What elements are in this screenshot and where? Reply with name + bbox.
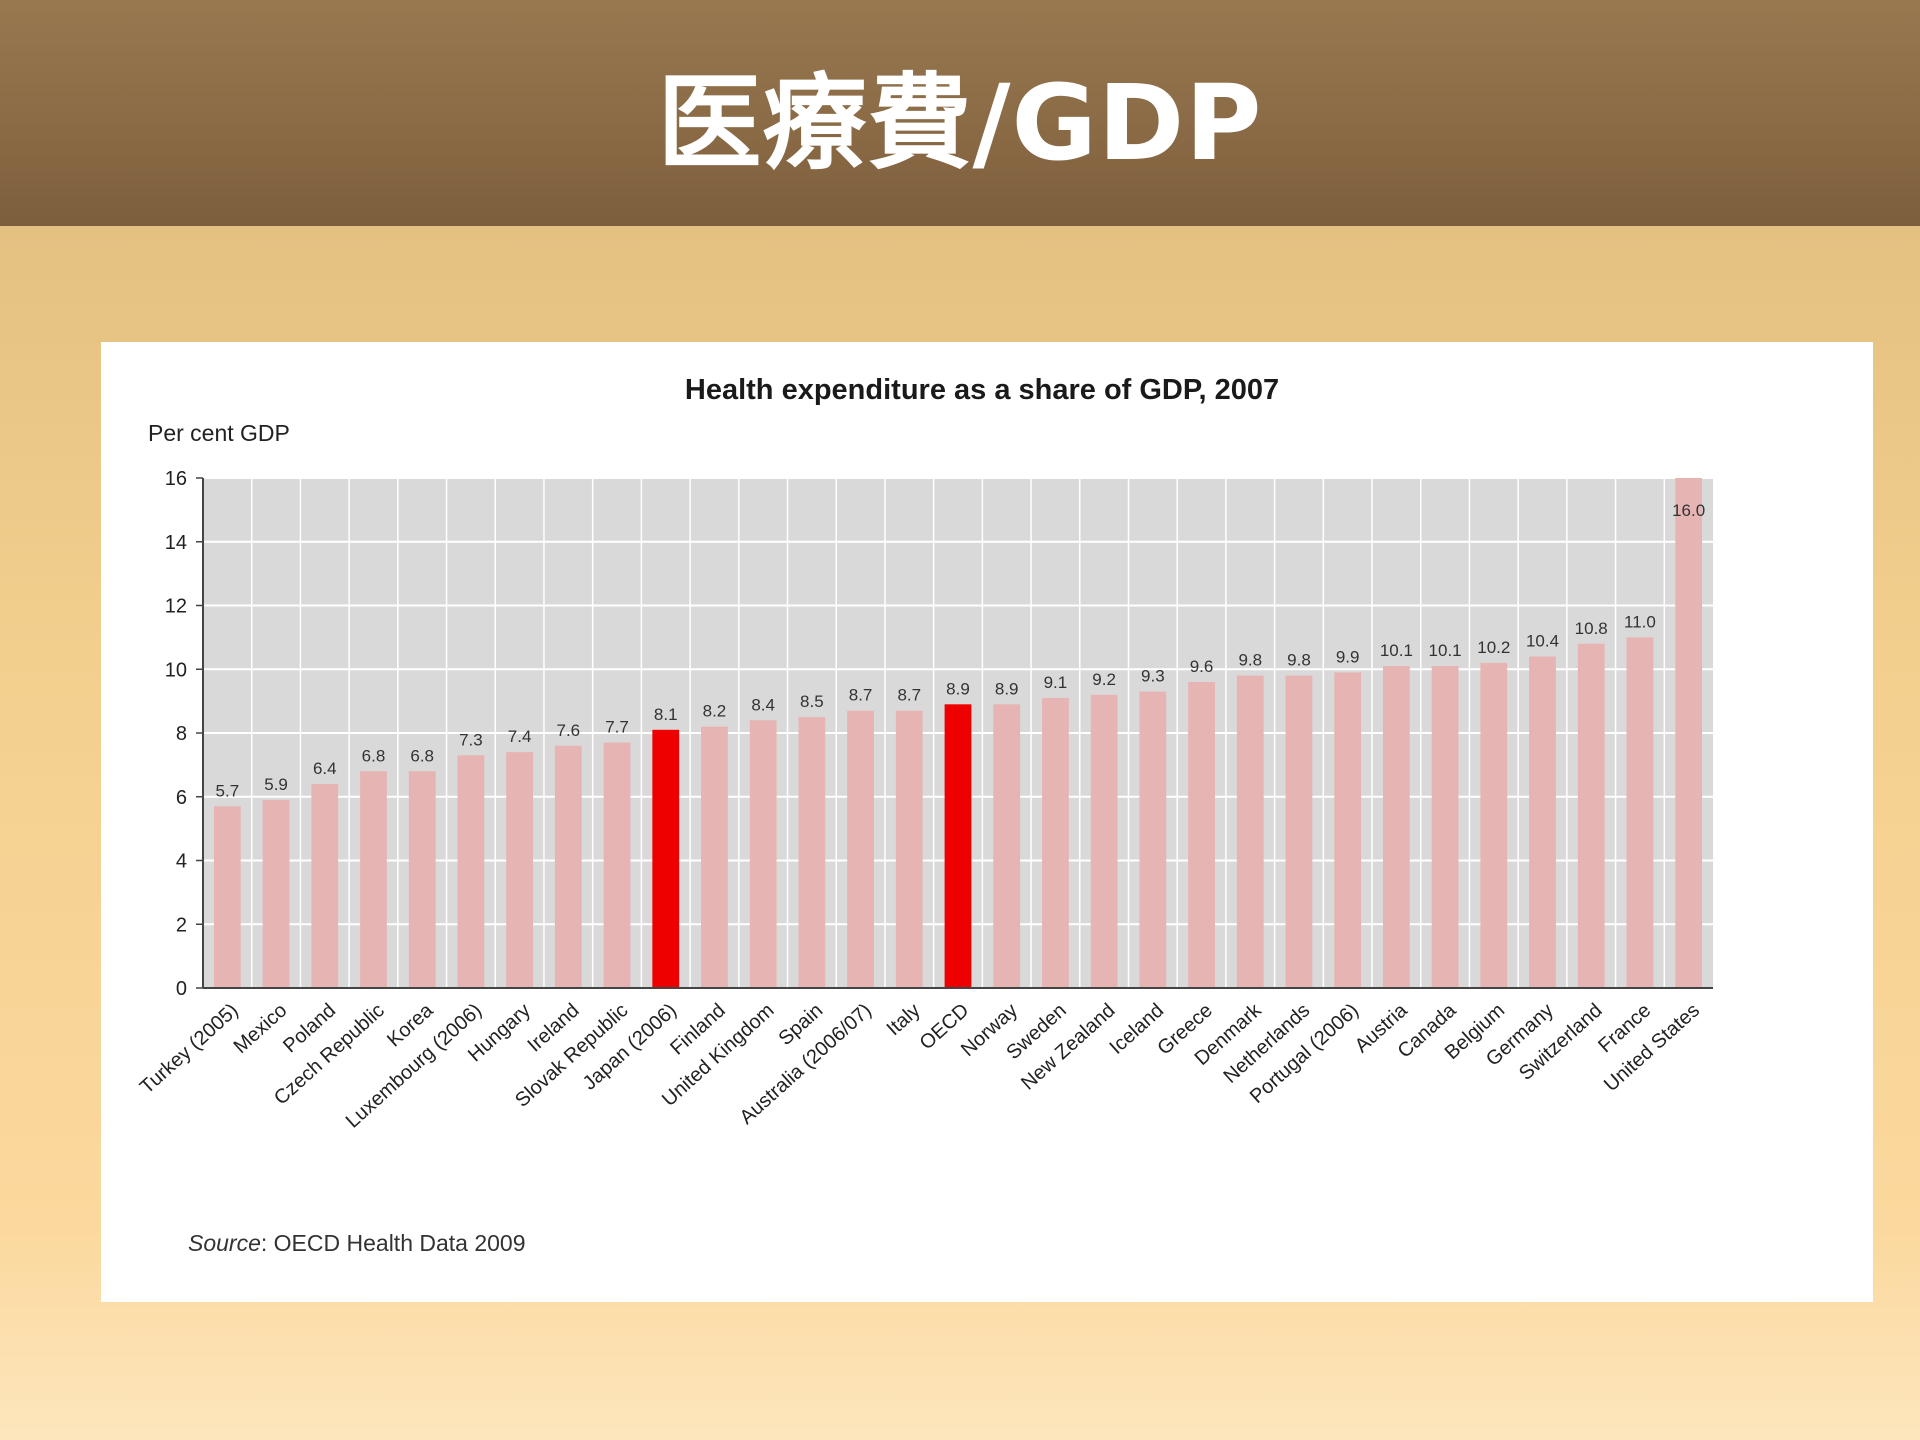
bar: [311, 784, 339, 988]
value-label: 5.9: [264, 775, 288, 794]
value-label: 8.7: [897, 686, 921, 705]
bar: [749, 720, 777, 988]
value-label: 7.7: [605, 718, 629, 737]
category-label: Turkey (2005): [136, 999, 243, 1098]
value-label: 9.2: [1092, 670, 1116, 689]
bar: [701, 726, 728, 988]
slide-title: 医療費/GDP: [657, 61, 1263, 184]
bar: [603, 742, 631, 988]
value-label: 7.6: [557, 721, 581, 740]
bar: [1042, 697, 1069, 988]
category-label: Italy: [883, 999, 925, 1040]
bar: [895, 710, 923, 988]
bar: [847, 710, 874, 988]
value-label: 7.3: [459, 730, 483, 749]
value-label: 5.7: [216, 781, 240, 800]
value-label: 8.2: [703, 702, 727, 721]
plot-area: 0 2 4 6 8 10 12 14 16 5.7 Turkey (2005) 5.9 Mexico 6.…: [136, 468, 1713, 1133]
category-label: Mexico: [230, 999, 292, 1058]
bar: [554, 745, 582, 988]
bar: [1139, 691, 1167, 988]
bar-highlighted: [944, 704, 972, 988]
value-label: 8.5: [800, 692, 824, 711]
bar: [1334, 672, 1362, 988]
bar: [1236, 675, 1264, 988]
y-tick-label: 8: [176, 723, 187, 745]
bar: [1188, 682, 1215, 988]
y-tick-label: 2: [176, 914, 187, 936]
y-tick-label: 4: [176, 851, 187, 873]
bar: [360, 771, 387, 988]
slide-header: 医療費/GDP: [0, 0, 1920, 226]
bar: [1382, 666, 1410, 988]
bar: [457, 755, 485, 988]
source-note: Source: OECD Health Data 2009: [188, 1230, 526, 1256]
y-tick-label: 0: [176, 978, 187, 1000]
value-label: 8.9: [995, 679, 1019, 698]
value-label: 16.0: [1672, 501, 1705, 520]
value-label: 8.1: [654, 705, 678, 724]
bar-highlighted: [652, 729, 680, 988]
y-tick-label: 12: [165, 596, 187, 618]
value-label: 9.8: [1238, 651, 1262, 670]
value-label: 8.4: [751, 695, 775, 714]
bar: [1529, 656, 1556, 988]
value-label: 9.8: [1287, 651, 1311, 670]
bar: [408, 771, 436, 988]
source-prefix: Source: [188, 1230, 261, 1256]
y-tick-label: 6: [176, 787, 187, 809]
value-label: 9.3: [1141, 667, 1165, 686]
bar: [1285, 675, 1313, 988]
value-label: 10.8: [1575, 619, 1608, 638]
value-label: 11.0: [1624, 612, 1656, 631]
value-label: 10.1: [1429, 641, 1462, 660]
value-label: 6.4: [313, 759, 337, 778]
y-tick-label: 16: [165, 468, 187, 490]
bar: [1577, 643, 1605, 988]
bar: [1480, 662, 1508, 988]
bar: [1626, 637, 1654, 988]
value-label: 9.1: [1044, 673, 1068, 692]
source-text: : OECD Health Data 2009: [261, 1230, 526, 1256]
y-axis-label: Per cent GDP: [148, 420, 290, 446]
bar-chart: Health expenditure as a share of GDP, 20…: [136, 374, 1713, 1256]
chart-title: Health expenditure as a share of GDP, 20…: [685, 374, 1279, 406]
bar: [993, 704, 1021, 988]
bar: [262, 799, 290, 988]
value-label: 10.4: [1526, 632, 1559, 651]
bar: [798, 717, 826, 988]
value-label: 7.4: [508, 727, 532, 746]
value-label: 8.9: [946, 679, 970, 698]
value-label: 10.1: [1380, 641, 1413, 660]
bar: [506, 752, 534, 988]
y-tick-label: 14: [165, 532, 187, 554]
y-tick-label: 10: [165, 659, 187, 681]
value-label: 6.8: [410, 746, 434, 765]
value-label: 9.6: [1190, 657, 1214, 676]
bar: [1675, 478, 1703, 988]
chart-panel: Health expenditure as a share of GDP, 20…: [101, 342, 1873, 1302]
bar: [213, 806, 241, 988]
value-label: 8.7: [849, 686, 873, 705]
value-label: 9.9: [1336, 647, 1360, 666]
value-label: 10.2: [1477, 638, 1510, 657]
bar: [1431, 666, 1459, 988]
value-label: 6.8: [362, 746, 386, 765]
bar: [1090, 694, 1118, 988]
